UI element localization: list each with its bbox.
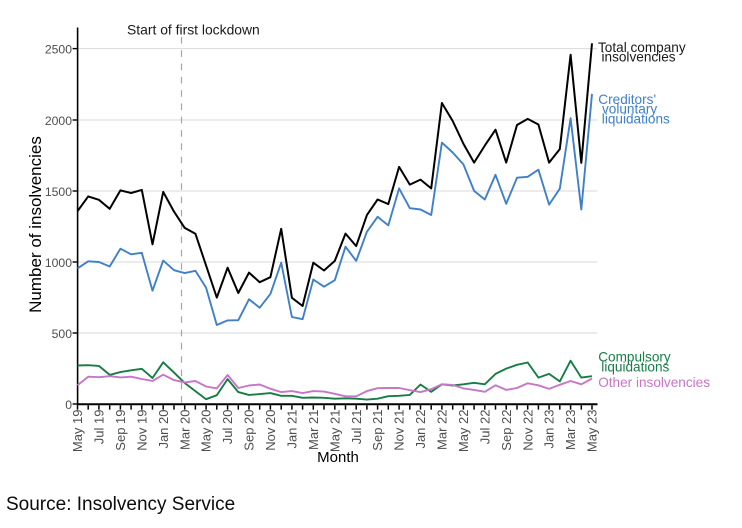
svg-text:May 20: May 20 <box>199 410 214 453</box>
svg-text:Mar 22: Mar 22 <box>435 410 450 450</box>
svg-text:Source: Insolvency Service: Source: Insolvency Service <box>6 494 235 515</box>
svg-text:1000: 1000 <box>45 256 72 270</box>
svg-text:2000: 2000 <box>45 114 72 128</box>
svg-text:2500: 2500 <box>45 43 72 57</box>
svg-text:Start of first lockdown: Start of first lockdown <box>127 22 260 38</box>
svg-text:Month: Month <box>317 449 359 466</box>
svg-text:1500: 1500 <box>45 185 72 199</box>
svg-text:Other insolvencies: Other insolvencies <box>598 375 710 390</box>
svg-text:May 19: May 19 <box>70 410 85 453</box>
svg-text:Jan 20: Jan 20 <box>156 410 171 449</box>
svg-text:Jan 23: Jan 23 <box>542 410 557 449</box>
svg-text:Sep 19: Sep 19 <box>113 410 128 451</box>
svg-text:May 21: May 21 <box>327 410 342 453</box>
svg-text:Jul 20: Jul 20 <box>220 410 235 445</box>
svg-text:Nov 21: Nov 21 <box>392 410 407 451</box>
svg-text:Jan 21: Jan 21 <box>285 410 300 449</box>
svg-text:May 22: May 22 <box>456 410 471 453</box>
svg-text:0: 0 <box>65 398 72 412</box>
svg-text:Jul 19: Jul 19 <box>92 410 107 445</box>
svg-text:Number of insolvencies: Number of insolvencies <box>26 136 45 313</box>
svg-text:Sep 21: Sep 21 <box>370 410 385 451</box>
svg-text:Mar 23: Mar 23 <box>563 410 578 450</box>
svg-text:Nov 19: Nov 19 <box>134 410 149 451</box>
svg-text:Jul 22: Jul 22 <box>477 410 492 445</box>
svg-text:May 23: May 23 <box>585 410 600 453</box>
svg-text:500: 500 <box>52 327 73 341</box>
svg-text:Nov 20: Nov 20 <box>263 410 278 451</box>
svg-text:Jul 21: Jul 21 <box>349 410 364 445</box>
svg-text:Mar 20: Mar 20 <box>177 410 192 450</box>
svg-text:Mar 21: Mar 21 <box>306 410 321 450</box>
svg-text:Jan 22: Jan 22 <box>413 410 428 449</box>
svg-text:Sep 22: Sep 22 <box>499 410 514 451</box>
svg-text:Nov 22: Nov 22 <box>520 410 535 451</box>
svg-text:Sep 20: Sep 20 <box>242 410 257 451</box>
